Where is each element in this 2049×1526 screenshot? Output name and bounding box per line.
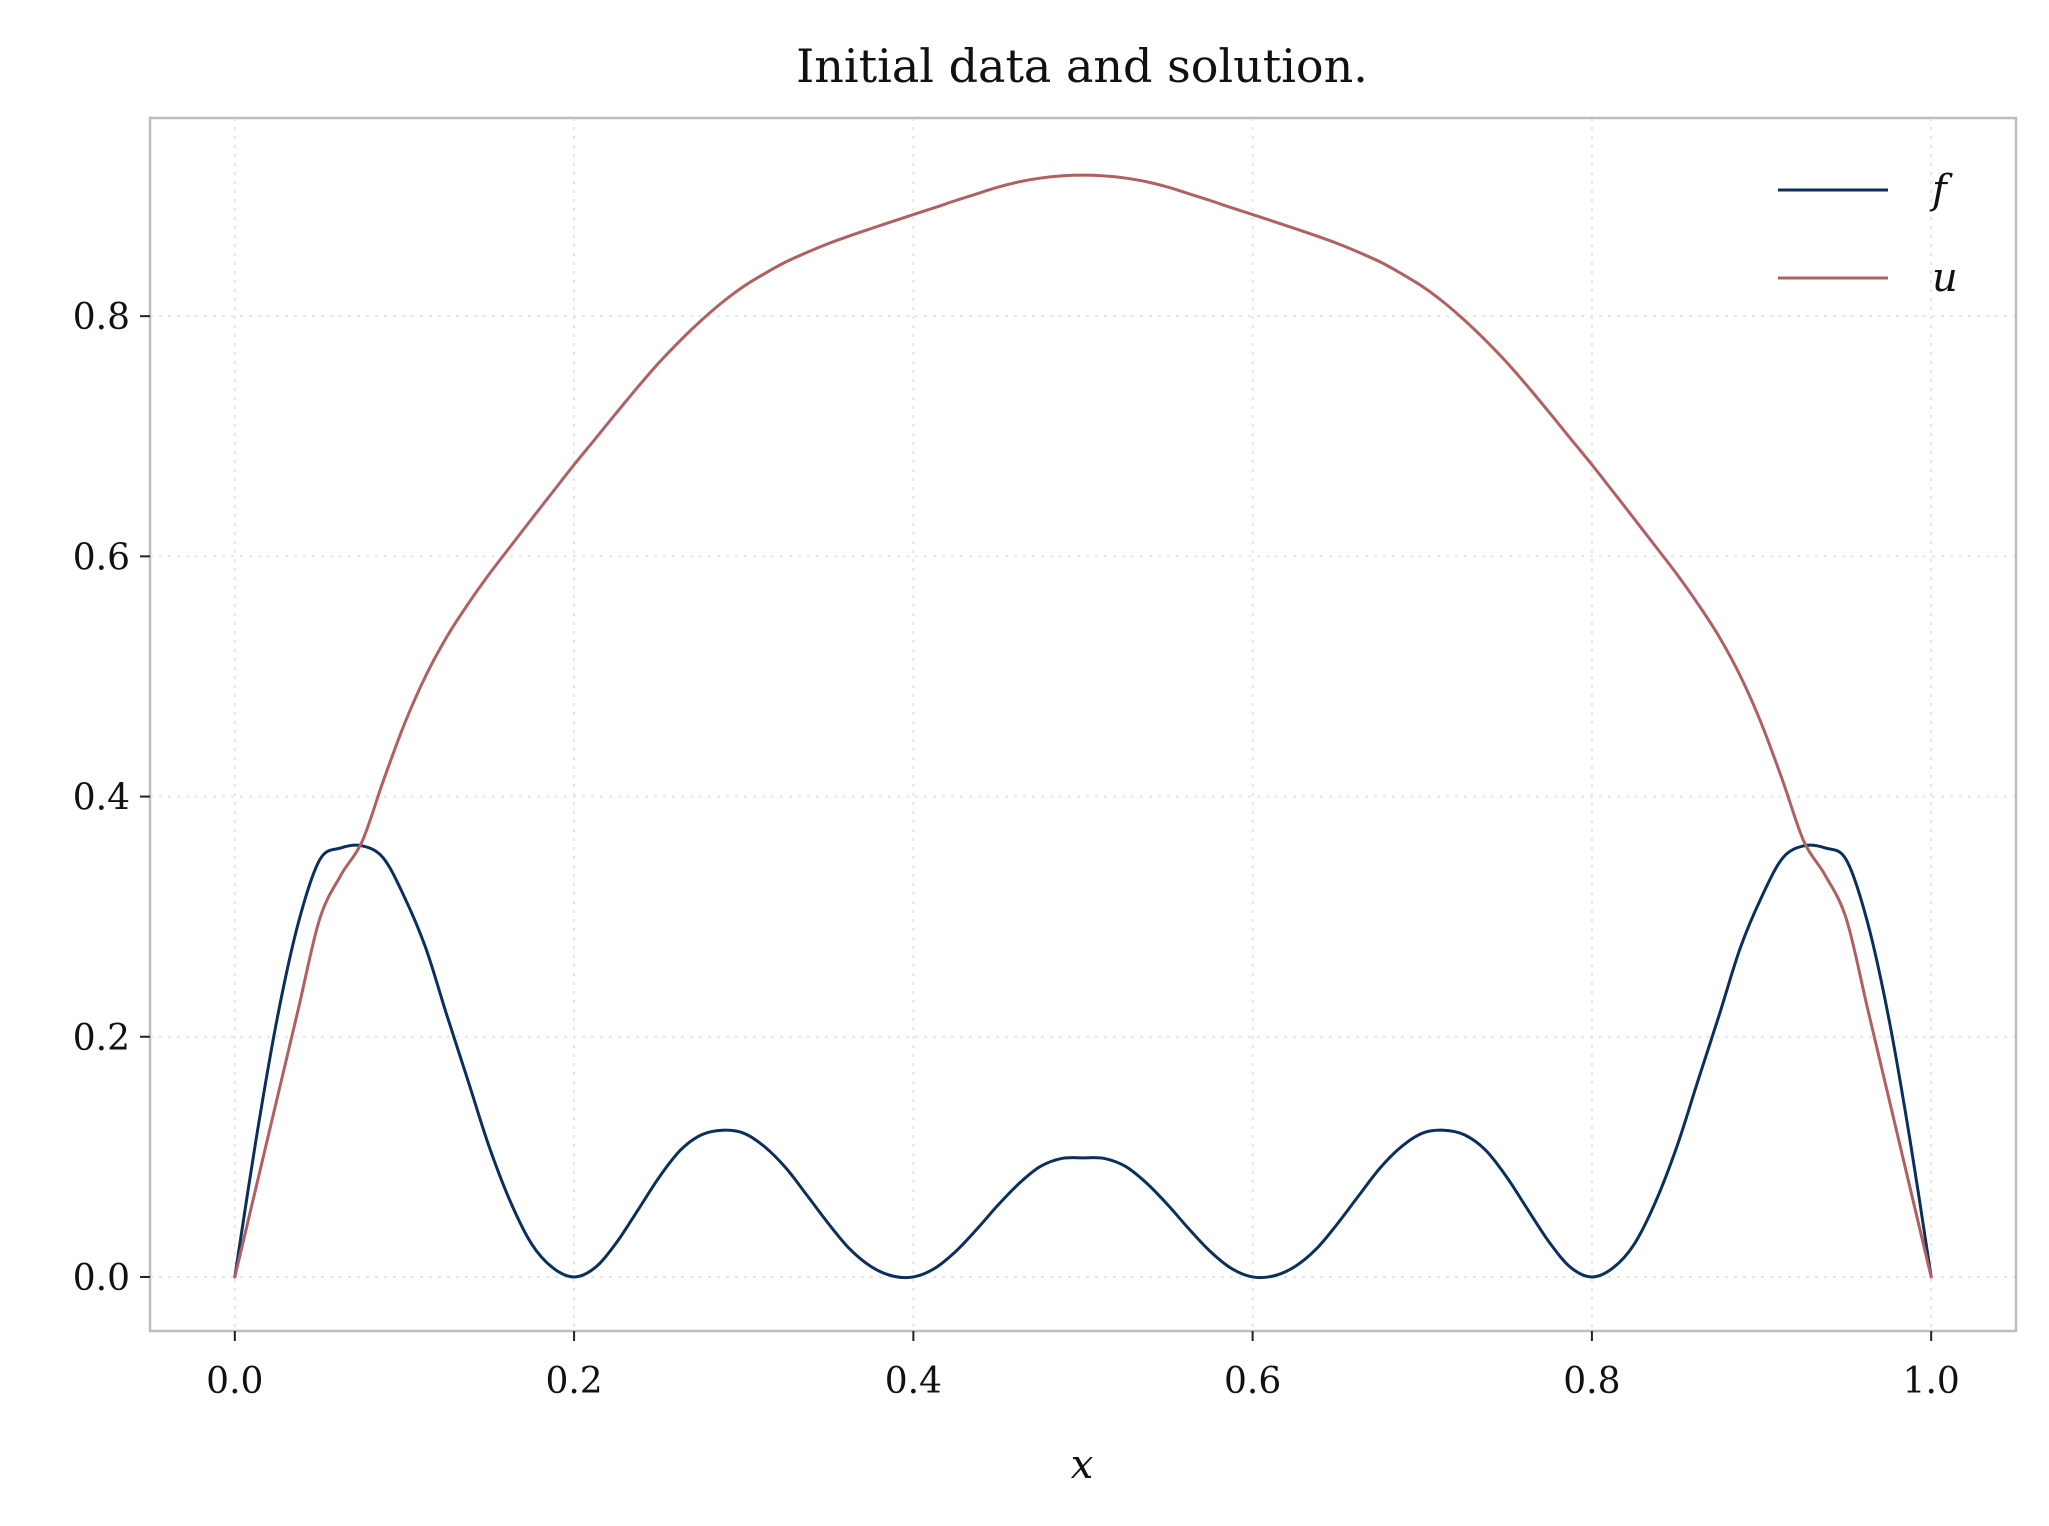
plot-frame: [148, 116, 2018, 1333]
plot-series: [233, 173, 1933, 1280]
y-tick-label: 0.4: [73, 778, 130, 819]
series-line-u: [233, 173, 1933, 1279]
x-tick-label: 0.2: [545, 1361, 602, 1402]
y-tick-label: 0.8: [73, 297, 130, 338]
x-tick-label: 0.6: [1224, 1361, 1281, 1402]
x-tick-label: 1.0: [1903, 1361, 1960, 1402]
grid: [150, 118, 2016, 1331]
legend-label-f: f: [1929, 167, 1953, 213]
legend-label-u: u: [1932, 255, 1958, 301]
y-tick-label: 0.2: [73, 1018, 130, 1059]
series-line-f: [233, 843, 1933, 1280]
y-tick-label: 0.6: [73, 537, 130, 578]
x-tick-label: 0.8: [1563, 1361, 1620, 1402]
y-tick-label: 0.0: [73, 1258, 130, 1299]
x-tick-label: 0.0: [206, 1361, 263, 1402]
chart-title: Initial data and solution.: [796, 39, 1368, 93]
axis-ticks: 0.0 0.2 0.4 0.6 0.8 1.0 0.0 0.2 0.4 0.6 0.8: [73, 297, 1960, 1402]
x-axis-label: x: [1071, 1442, 1094, 1488]
x-tick-label: 0.4: [885, 1361, 942, 1402]
